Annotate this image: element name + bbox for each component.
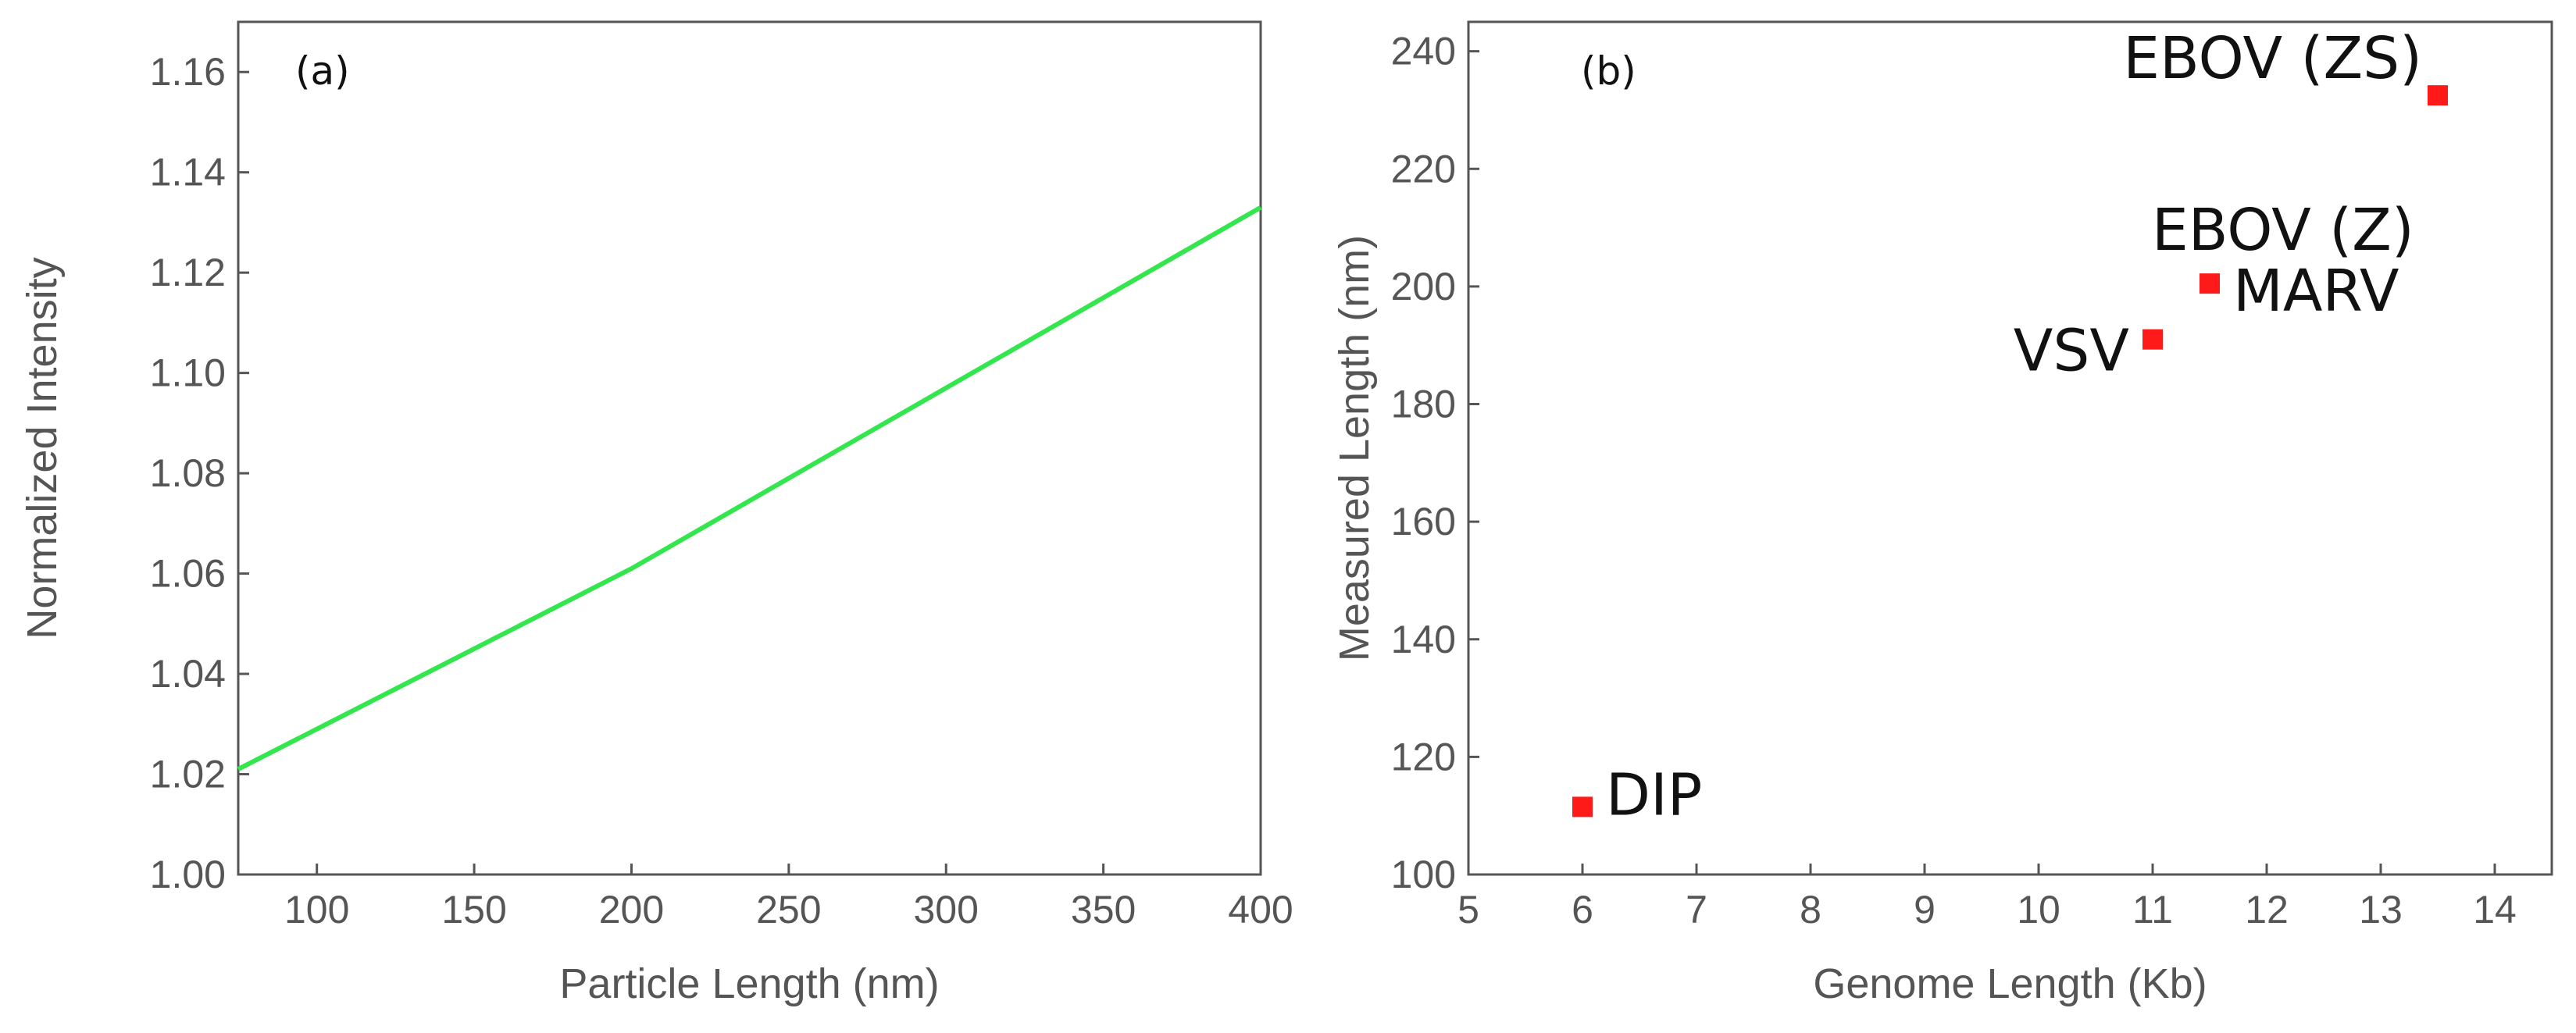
x-tick-label: 9 — [1914, 888, 1936, 931]
x-tick-label: 10 — [2017, 888, 2060, 931]
y-tick-label: 100 — [1391, 853, 1456, 896]
panel-a: 100 150 200 250 300 350 400 1.00 1.02 1.04 1.06 1.0… — [19, 20, 1293, 1007]
x-tick-label: 100 — [284, 888, 349, 931]
x-tick-label: 350 — [1071, 888, 1136, 931]
y-tick-label: 120 — [1391, 735, 1456, 778]
data-label: DIP — [1606, 761, 1702, 828]
data-label: EBOV (ZS) — [2123, 25, 2422, 92]
panel-label: (a) — [295, 48, 350, 94]
y-tick-label: 1.10 — [150, 351, 226, 395]
y-tick-label: 1.06 — [150, 552, 226, 596]
data-label: EBOV (Z) — [2152, 197, 2414, 264]
y-tick-label: 1.02 — [150, 753, 226, 796]
data-label: MARV — [2233, 258, 2399, 325]
x-tick-label: 8 — [1800, 888, 1821, 931]
y-tick-label: 160 — [1391, 500, 1456, 543]
x-tick-label: 14 — [2473, 888, 2517, 931]
data-point — [2200, 273, 2220, 294]
y-tick-label: 140 — [1391, 618, 1456, 661]
y-tick-label: 1.08 — [150, 451, 226, 495]
y-tick-label: 1.14 — [150, 151, 226, 194]
y-tick-label: 1.04 — [150, 652, 226, 696]
plot-frame — [1467, 20, 2553, 876]
x-axis-label: Particle Length (nm) — [559, 960, 939, 1007]
y-tick-label: 1.16 — [150, 50, 226, 94]
series-line — [237, 205, 1262, 771]
x-tick-label: 400 — [1228, 888, 1293, 931]
x-tick-label: 200 — [599, 888, 664, 931]
data-label: VSV — [2014, 318, 2130, 385]
data-point — [2143, 329, 2163, 350]
x-tick-label: 13 — [2359, 888, 2403, 931]
y-tick-label: 200 — [1391, 265, 1456, 308]
y-tick-label: 240 — [1391, 30, 1456, 73]
x-tick-label: 150 — [441, 888, 506, 931]
y-tick-label: 1.00 — [150, 853, 226, 896]
panel-label: (b) — [1581, 48, 1636, 94]
y-tick-label: 180 — [1391, 383, 1456, 426]
data-point — [2428, 85, 2448, 106]
x-axis-label: Genome Length (Kb) — [1813, 960, 2207, 1007]
y-axis-label: Normalized Intensity — [19, 257, 66, 639]
data-point — [1572, 796, 1593, 817]
y-axis-label: Measured Length (nm) — [1331, 235, 1378, 661]
x-tick-label: 12 — [2245, 888, 2289, 931]
plot-frame — [237, 20, 1262, 876]
panel-b: 5 6 7 8 9 10 11 12 13 14 100 120 140 160 180 200 220 240 G… — [1331, 20, 2553, 1007]
y-tick-label: 1.12 — [150, 251, 226, 294]
x-tick-label: 300 — [914, 888, 979, 931]
y-tick-label: 220 — [1391, 147, 1456, 191]
x-tick-label: 7 — [1686, 888, 1707, 931]
x-tick-label: 5 — [1457, 888, 1479, 931]
x-tick-label: 11 — [2132, 888, 2173, 931]
x-tick-label: 250 — [756, 888, 821, 931]
x-tick-label: 6 — [1572, 888, 1593, 931]
